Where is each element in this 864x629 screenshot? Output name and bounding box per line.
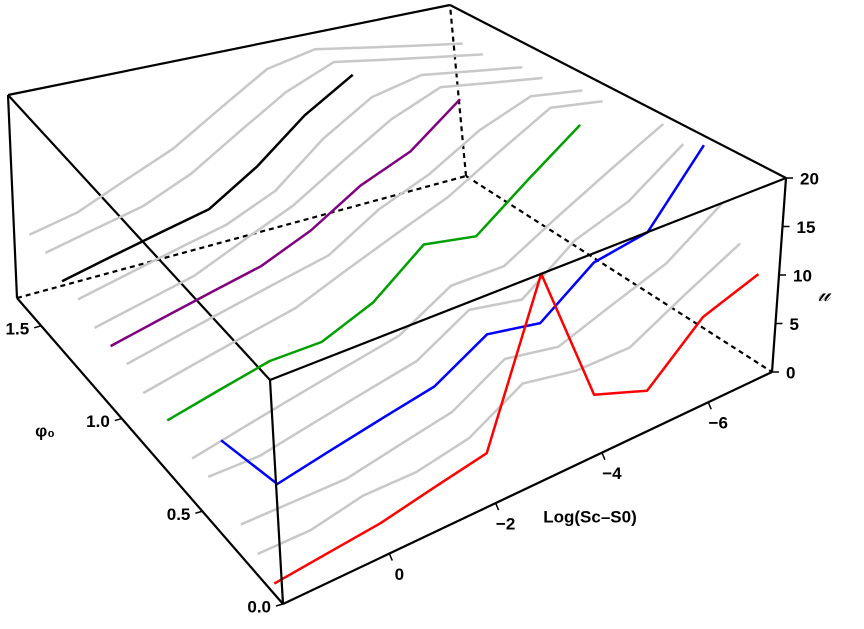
u-tick-label: 20 (800, 169, 819, 188)
phi-tick-label: 0.5 (167, 505, 191, 524)
box-edge (7, 94, 271, 381)
surface-curve (142, 99, 603, 395)
x-tick (388, 553, 393, 561)
surface-curve (220, 144, 705, 486)
box-edge (7, 3, 451, 97)
box-edge (16, 174, 467, 300)
surface-curve (77, 65, 523, 301)
box-edge (465, 175, 773, 373)
x-tick-label: −6 (709, 414, 728, 433)
box-edge (16, 297, 284, 605)
box-edge (448, 4, 468, 177)
surface-curve (273, 272, 760, 585)
phi-tick (114, 417, 122, 422)
surface-curve (166, 123, 582, 422)
u-tick-label: 10 (793, 266, 812, 285)
phi-tick-label: 1.0 (86, 412, 110, 431)
surface-curve (207, 143, 685, 479)
surface-curve (125, 89, 583, 366)
front-edges: 0 −2 −4 −6 0.0 0.5 1.0 1.5 0 5 10 15 20 (6, 4, 819, 616)
phi-tick (195, 510, 203, 514)
box-edge (269, 176, 787, 382)
phi-tick-label: 0.0 (247, 597, 271, 616)
phi-tick-label: 1.5 (6, 319, 30, 338)
x-tick-label: 0 (395, 565, 404, 584)
surface-curve (191, 122, 665, 460)
x-tick-label: −2 (496, 515, 515, 534)
u-tick-label: 15 (797, 218, 816, 237)
u-tick-label: 5 (790, 315, 799, 334)
x-axis-label: Log(Sc–S0) (543, 507, 637, 526)
box-edge (282, 371, 773, 605)
u-tick-label: 0 (786, 363, 795, 382)
surface-curve (240, 202, 723, 526)
u-axis-label: 𝓊 (818, 281, 832, 306)
x-tick (707, 401, 712, 410)
x-tick-label: −4 (602, 464, 622, 483)
curves (28, 42, 760, 585)
surface-curve (44, 53, 483, 255)
axes-box (6, 3, 773, 381)
surface-curve (110, 98, 462, 348)
phi-tick (33, 325, 42, 329)
box-edge (268, 379, 285, 605)
phi-axis-label: φ₀ (35, 421, 55, 440)
surface-curve (61, 73, 354, 283)
surface-curve (28, 42, 463, 236)
box-edge (6, 94, 19, 299)
phi-tick (275, 603, 284, 607)
x-tick (601, 452, 606, 460)
surface-curve (257, 242, 741, 556)
x-tick (494, 502, 500, 511)
box-edge (449, 4, 787, 179)
labels: φ₀ Log(Sc–S0) 𝓊 (35, 281, 832, 527)
surface-curve (93, 76, 543, 330)
